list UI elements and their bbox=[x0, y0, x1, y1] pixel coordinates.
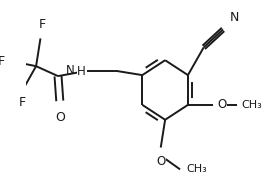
Text: F: F bbox=[39, 19, 46, 32]
Text: H: H bbox=[77, 65, 86, 78]
Text: O: O bbox=[217, 98, 226, 111]
Text: F: F bbox=[0, 55, 5, 68]
Text: CH₃: CH₃ bbox=[241, 100, 262, 110]
Text: O: O bbox=[156, 155, 165, 169]
Text: N: N bbox=[230, 11, 240, 23]
Text: F: F bbox=[19, 96, 26, 109]
Text: CH₃: CH₃ bbox=[186, 164, 207, 174]
Text: O: O bbox=[55, 111, 65, 124]
Text: N: N bbox=[65, 64, 74, 77]
